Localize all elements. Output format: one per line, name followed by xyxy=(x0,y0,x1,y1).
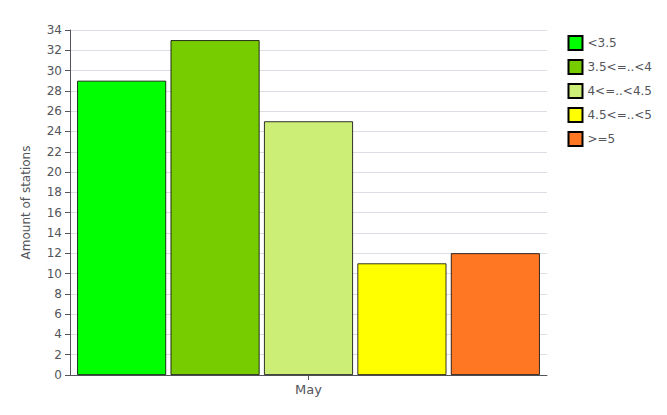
svg-text:16: 16 xyxy=(47,206,62,220)
svg-text:22: 22 xyxy=(47,145,62,159)
svg-text:32: 32 xyxy=(47,43,62,57)
svg-text:28: 28 xyxy=(47,84,62,98)
svg-text:26: 26 xyxy=(47,104,62,118)
svg-text:4: 4 xyxy=(54,327,62,341)
svg-text:4<=..<4.5: 4<=..<4.5 xyxy=(587,84,652,98)
svg-text:6: 6 xyxy=(54,307,62,321)
svg-text:2: 2 xyxy=(54,348,62,362)
svg-text:May: May xyxy=(295,382,322,397)
svg-text:20: 20 xyxy=(47,165,62,179)
svg-text:<3.5: <3.5 xyxy=(587,36,616,50)
svg-text:3.5<=..<4: 3.5<=..<4 xyxy=(587,60,652,74)
svg-text:Amount of stations: Amount of stations xyxy=(19,146,33,260)
svg-text:>=5: >=5 xyxy=(587,132,615,146)
svg-text:34: 34 xyxy=(47,23,62,37)
svg-text:0: 0 xyxy=(54,368,62,382)
svg-text:30: 30 xyxy=(47,64,62,78)
svg-text:4.5<=..<5: 4.5<=..<5 xyxy=(587,108,652,122)
svg-text:10: 10 xyxy=(47,267,62,281)
svg-text:24: 24 xyxy=(47,124,62,138)
svg-text:14: 14 xyxy=(47,226,62,240)
svg-text:8: 8 xyxy=(54,287,62,301)
svg-text:12: 12 xyxy=(47,246,62,260)
svg-text:18: 18 xyxy=(47,185,62,199)
